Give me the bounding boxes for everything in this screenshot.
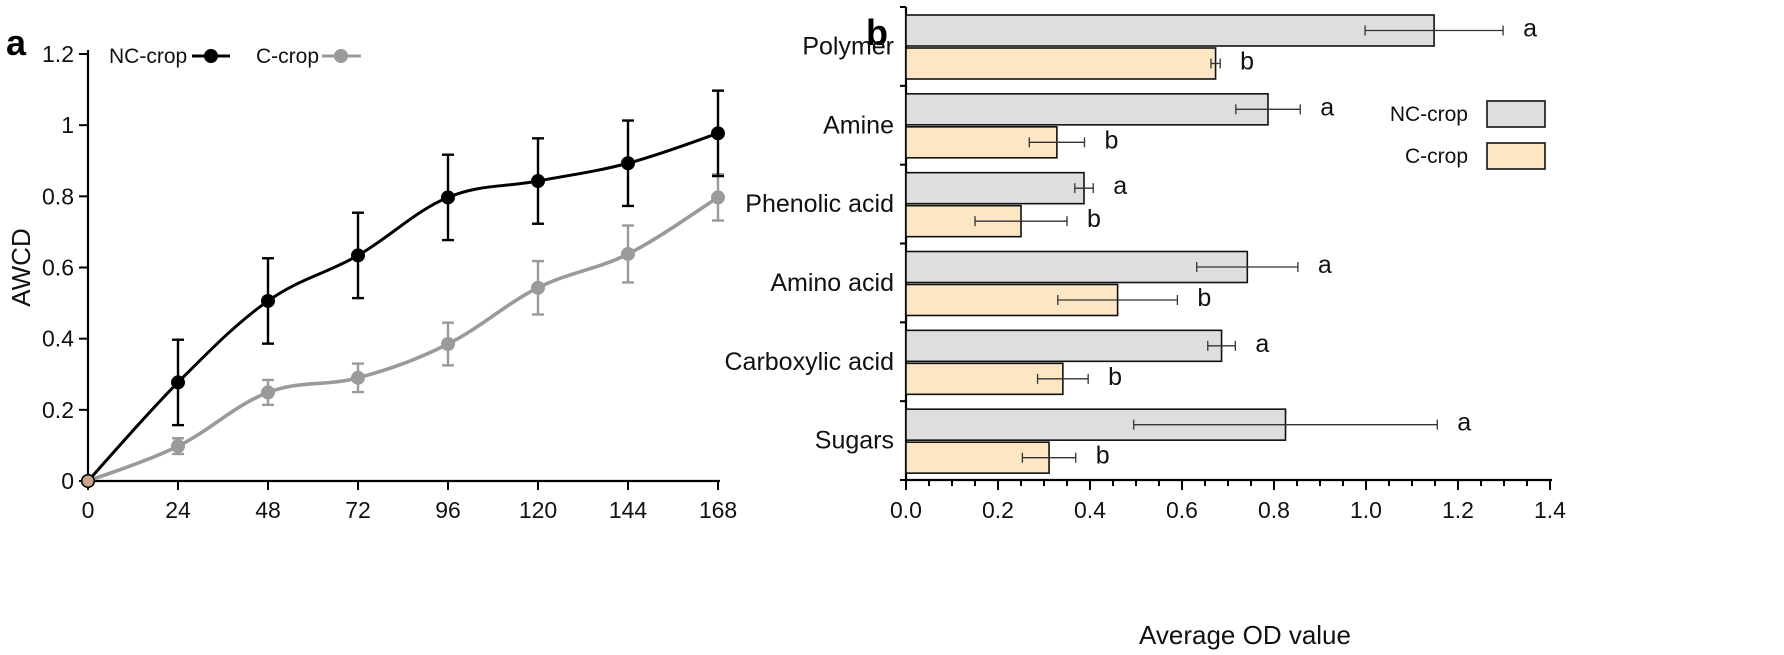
x-tick-label: 144 — [609, 497, 648, 523]
panel-b-axes: 0.0 0.2 0.4 0.6 0.8 1.0 1.2 1.4 — [890, 6, 1566, 523]
legend-marker-nc-crop — [204, 49, 218, 63]
nc-crop-bar — [905, 14, 1435, 47]
legend-label-nc-crop: NC-crop — [109, 45, 187, 68]
x-tick-label: 0.2 — [982, 497, 1014, 523]
panel-a-letter: a — [6, 22, 27, 63]
x-tick-label: 0.4 — [1074, 497, 1106, 523]
panel-a-line-chart: a AWCD 0 0.2 0.4 0.6 0.8 1 1.2 0 24 48 72 96 120 144 1… — [6, 22, 737, 523]
c-crop-point — [351, 370, 365, 385]
category-label: Amino acid — [770, 269, 894, 297]
y-tick-label: 0 — [61, 468, 74, 494]
origin-point — [82, 475, 94, 487]
nc-crop-point — [261, 293, 275, 308]
panel-b-legend: NC-crop C-crop — [1390, 100, 1546, 170]
c-crop-point — [711, 190, 725, 205]
c-crop-point — [261, 385, 275, 400]
category-label: Polymer — [802, 32, 894, 60]
category-label: Phenolic acid — [745, 190, 894, 218]
x-tick-label: 0 — [82, 497, 95, 523]
x-tick-label: 72 — [345, 497, 371, 523]
x-tick-label: 1.2 — [1442, 497, 1474, 523]
nc-crop-line — [86, 131, 719, 483]
x-tick-label: 0.8 — [1258, 497, 1290, 523]
c-crop-point — [531, 280, 545, 295]
c-crop-significance-label: b — [1108, 363, 1122, 391]
nc-crop-bar — [905, 93, 1269, 126]
panel-a-legend: NC-crop C-crop — [109, 45, 361, 68]
legend-label-c-crop: C-crop — [1405, 145, 1468, 168]
c-crop-bar — [905, 362, 1064, 396]
c-crop-point — [171, 439, 185, 454]
y-tick-label: 0.6 — [42, 255, 74, 281]
legend-marker-c-crop — [334, 49, 348, 63]
nc-crop-significance-label: a — [1523, 15, 1537, 43]
x-tick-label: 1.4 — [1534, 497, 1566, 523]
x-axis-title: Average OD value — [1139, 620, 1351, 650]
legend-label-c-crop: C-crop — [256, 45, 319, 68]
panel-b-letter: b — [866, 12, 888, 53]
panel-a-axes: 0 0.2 0.4 0.6 0.8 1 1.2 0 24 48 72 96 120 144 168 — [42, 41, 737, 523]
nc-crop-point — [441, 190, 455, 205]
nc-crop-point — [621, 156, 635, 171]
category-label: Amine — [823, 111, 894, 139]
legend-swatch-nc-crop — [1486, 100, 1546, 128]
x-tick-label: 96 — [435, 497, 461, 523]
x-tick-label: 0.6 — [1166, 497, 1198, 523]
y-tick-label: 0.4 — [42, 326, 74, 352]
nc-crop-point — [171, 375, 185, 390]
c-crop-significance-label: b — [1104, 126, 1118, 154]
c-crop-point — [441, 337, 455, 352]
c-crop-significance-label: b — [1240, 48, 1254, 76]
nc-crop-significance-label: a — [1113, 172, 1127, 200]
nc-crop-significance-label: a — [1255, 330, 1269, 358]
nc-crop-significance-label: a — [1457, 409, 1471, 437]
c-crop-significance-label: b — [1197, 284, 1211, 312]
c-crop-bar — [905, 47, 1217, 80]
x-tick-label: 0.0 — [890, 497, 922, 523]
nc-crop-significance-label: a — [1320, 93, 1334, 121]
x-tick-label: 24 — [165, 497, 191, 523]
nc-crop-bar — [905, 329, 1223, 363]
y-axis-title: AWCD — [6, 228, 36, 306]
y-tick-label: 0.8 — [42, 183, 74, 209]
c-crop-bar — [905, 126, 1058, 159]
nc-crop-bar — [905, 171, 1085, 205]
x-tick-label: 120 — [519, 497, 557, 523]
category-label: Sugars — [815, 427, 894, 455]
panel-a-series — [81, 89, 725, 488]
nc-crop-point — [531, 174, 545, 189]
x-tick-label: 168 — [699, 497, 737, 523]
y-tick-label: 1 — [61, 112, 74, 138]
nc-crop-significance-label: a — [1318, 251, 1332, 279]
c-crop-significance-label: b — [1087, 205, 1101, 233]
c-crop-point — [621, 246, 635, 261]
y-tick-label: 1.2 — [42, 41, 74, 67]
panel-b-bar-chart: b Average OD value 0.0 0.2 0.4 0.6 0.8 1.0 1.2… — [724, 6, 1566, 650]
nc-crop-point — [351, 248, 365, 263]
nc-crop-point — [711, 126, 725, 141]
legend-swatch-c-crop — [1486, 142, 1546, 170]
y-tick-label: 0.2 — [42, 397, 74, 423]
nc-crop-bar — [905, 250, 1249, 284]
x-tick-label: 1.0 — [1350, 497, 1382, 523]
c-crop-significance-label: b — [1096, 442, 1110, 470]
x-tick-label: 48 — [255, 497, 281, 523]
category-label: Carboxylic acid — [724, 348, 894, 376]
legend-label-nc-crop: NC-crop — [1390, 103, 1468, 126]
